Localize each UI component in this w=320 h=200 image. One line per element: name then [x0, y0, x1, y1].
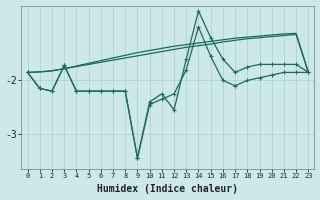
- X-axis label: Humidex (Indice chaleur): Humidex (Indice chaleur): [98, 184, 238, 194]
